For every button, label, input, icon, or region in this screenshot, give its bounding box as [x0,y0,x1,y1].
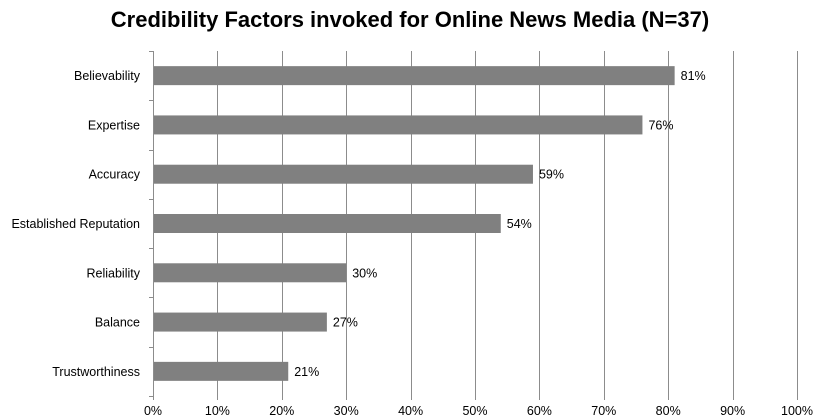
category-label: Established Reputation [11,217,140,231]
data-label: 81% [681,69,706,83]
data-label: 76% [648,118,673,132]
x-tick-label-40: 40% [398,404,423,418]
data-label: 21% [294,365,319,379]
x-tick-label-60: 60% [527,404,552,418]
category-label: Balance [95,316,140,330]
x-tick-label-0: 0% [144,404,162,418]
data-label: 59% [539,168,564,182]
x-tick-label-10: 10% [205,404,230,418]
x-tick-label-80: 80% [656,404,681,418]
bar-believability [154,66,675,86]
data-label: 30% [352,266,377,280]
x-tick-label-70: 70% [591,404,616,418]
bars [154,66,675,381]
data-label: 54% [507,217,532,231]
bar-reliability [154,263,347,283]
x-tick-label-20: 20% [269,404,294,418]
bar-trustworthiness [154,361,289,381]
x-tick-label-90: 90% [720,404,745,418]
x-tick-label-30: 30% [334,404,359,418]
category-label: Accuracy [89,168,141,182]
data-label: 27% [333,316,358,330]
x-tick-label-50: 50% [462,404,487,418]
category-label: Believability [74,69,141,83]
category-label: Expertise [88,118,140,132]
bar-established-reputation [154,214,501,233]
x-tick-label-100: 100% [781,404,813,418]
labels: 0% 10% 20% 30% 40% 50% 60% 70% 80% 90% 100% Believa… [11,69,813,418]
bar-balance [154,312,327,332]
bar-expertise [154,115,643,135]
chart-title: Credibility Factors invoked for Online N… [111,7,709,32]
category-label: Reliability [87,266,141,280]
category-label: Trustworthiness [52,365,140,379]
bar-accuracy [154,164,533,184]
